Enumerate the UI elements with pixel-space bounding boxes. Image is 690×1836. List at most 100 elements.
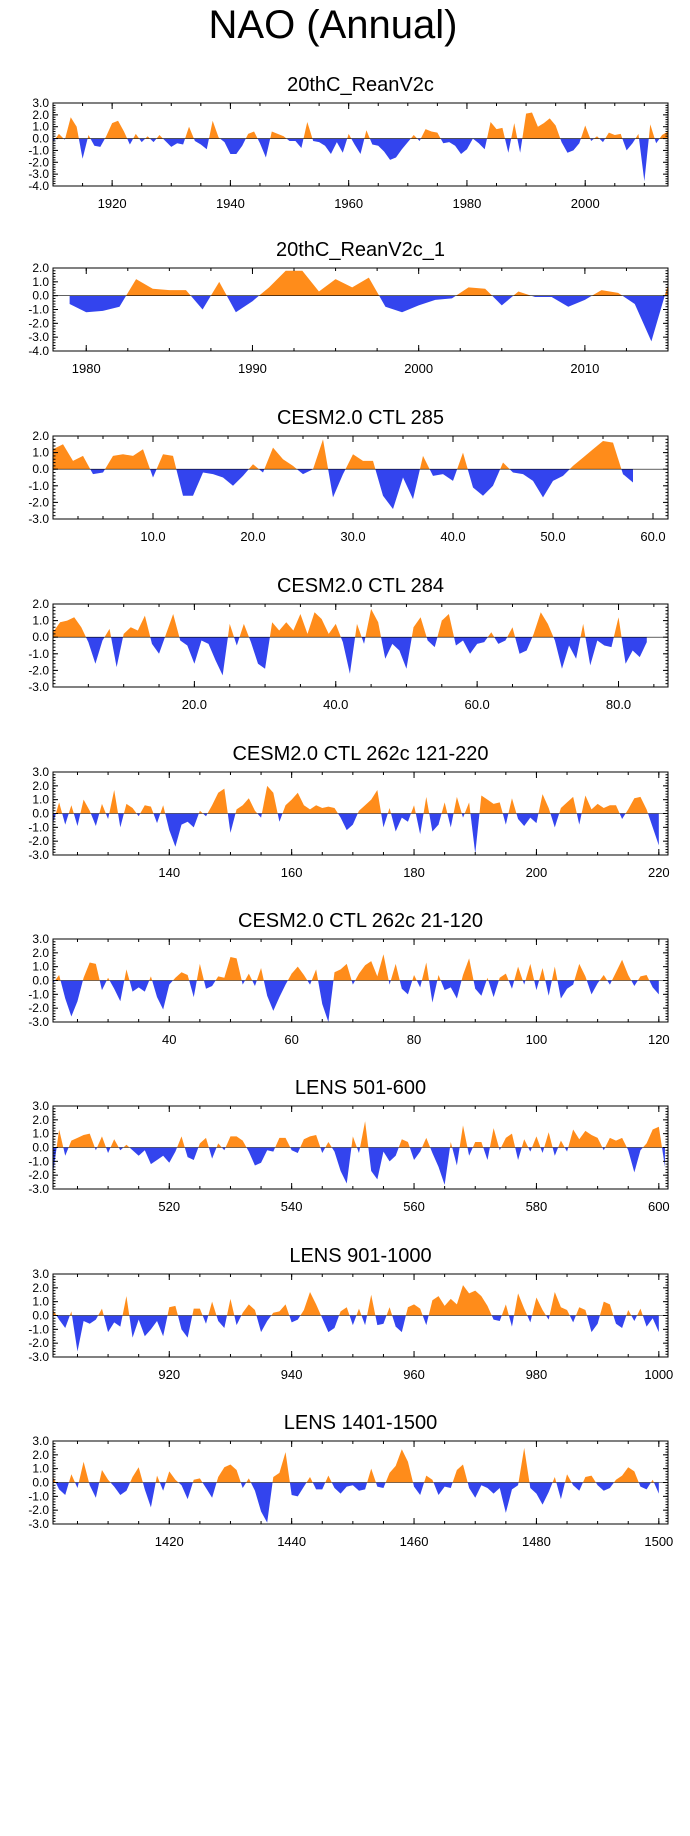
positive-anomaly-area xyxy=(356,1308,362,1316)
nao-series xyxy=(53,785,659,854)
panel-title: CESM2.0 CTL 262c 21-120 xyxy=(238,910,483,932)
negative-anomaly-area xyxy=(586,980,600,995)
positive-anomaly-area xyxy=(457,452,468,470)
negative-anomaly-area xyxy=(252,980,257,987)
negative-anomaly-area xyxy=(111,637,123,668)
negative-anomaly-area xyxy=(381,637,412,669)
negative-anomaly-area xyxy=(85,637,105,664)
positive-anomaly-area xyxy=(642,1126,662,1148)
positive-anomaly-area xyxy=(165,1471,179,1483)
positive-anomaly-area xyxy=(360,1121,369,1148)
positive-anomaly-area xyxy=(386,1307,393,1316)
x-tick-label: 20.0 xyxy=(240,529,265,544)
x-tick-label: 600 xyxy=(648,1199,670,1214)
positive-anomaly-area xyxy=(56,1129,64,1148)
positive-anomaly-area xyxy=(452,1464,468,1483)
negative-anomaly-area xyxy=(159,1482,166,1491)
y-tick-label: 0.0 xyxy=(32,462,49,476)
y-tick-label: -1.0 xyxy=(28,303,49,317)
y-tick-label: -4.0 xyxy=(28,344,49,358)
positive-anomaly-area xyxy=(347,133,352,139)
positive-anomaly-area xyxy=(122,615,151,638)
positive-anomaly-area xyxy=(104,120,128,139)
negative-anomaly-area xyxy=(139,138,146,143)
negative-anomaly-area xyxy=(290,1147,301,1154)
positive-anomaly-area xyxy=(449,1141,453,1148)
x-tick-label: 120 xyxy=(648,1032,670,1047)
panel-title: LENS 1401-1500 xyxy=(284,1412,437,1434)
positive-anomaly-area xyxy=(140,805,154,814)
positive-anomaly-area xyxy=(549,1291,570,1316)
panel-title: 20thC_ReanV2c_1 xyxy=(276,239,445,261)
nao-series xyxy=(53,1447,659,1523)
negative-anomaly-area xyxy=(467,469,501,496)
positive-anomaly-area xyxy=(637,1308,643,1316)
y-tick-label: -2.0 xyxy=(28,155,49,169)
x-tick-label: 160 xyxy=(281,865,303,880)
negative-anomaly-area xyxy=(189,980,197,998)
positive-anomaly-area xyxy=(424,1475,434,1483)
nao-series xyxy=(53,112,668,182)
negative-anomaly-area xyxy=(105,813,110,820)
negative-anomaly-area xyxy=(321,1315,340,1333)
negative-anomaly-area xyxy=(473,980,487,996)
negative-anomaly-area xyxy=(621,637,647,664)
negative-anomaly-area xyxy=(375,1315,387,1326)
positive-anomaly-area xyxy=(105,449,151,470)
positive-anomaly-area xyxy=(613,1467,639,1483)
positive-anomaly-area xyxy=(410,135,418,139)
negative-anomaly-area xyxy=(422,1315,429,1326)
positive-anomaly-area xyxy=(364,130,370,139)
positive-anomaly-area xyxy=(124,969,130,981)
positive-anomaly-area xyxy=(259,270,380,296)
negative-anomaly-area xyxy=(492,295,514,306)
negative-anomaly-area xyxy=(227,813,236,833)
positive-anomaly-area xyxy=(611,959,632,981)
negative-anomaly-area xyxy=(522,980,526,985)
negative-anomaly-area xyxy=(234,637,240,646)
positive-anomaly-area xyxy=(300,1135,321,1148)
positive-anomaly-area xyxy=(53,617,86,638)
positive-anomaly-area xyxy=(511,123,518,139)
negative-anomaly-area xyxy=(552,1147,559,1156)
negative-anomaly-area xyxy=(153,813,161,824)
positive-anomaly-area xyxy=(513,291,531,296)
negative-anomaly-area xyxy=(586,1315,600,1333)
y-tick-label: -1.0 xyxy=(28,1322,49,1336)
negative-anomaly-area xyxy=(184,1147,199,1160)
nao-panel-5: CESM2.0 CTL 262c 121-220 3.02.01.00.0-1.0… xyxy=(28,743,669,880)
positive-anomaly-area xyxy=(270,131,287,139)
negative-anomaly-area xyxy=(607,980,612,985)
negative-anomaly-area xyxy=(63,1147,69,1156)
x-tick-label: 1980 xyxy=(72,361,101,376)
positive-anomaly-area xyxy=(275,1137,291,1148)
negative-anomaly-area xyxy=(241,980,245,985)
negative-anomaly-area xyxy=(417,138,421,141)
positive-anomaly-area xyxy=(580,623,586,638)
negative-anomaly-area xyxy=(545,980,552,996)
positive-anomaly-area xyxy=(544,1132,553,1148)
negative-anomaly-area xyxy=(576,813,582,825)
x-tick-label: 80.0 xyxy=(606,697,631,712)
y-tick-label: 3.0 xyxy=(32,96,49,110)
positive-anomaly-area xyxy=(97,1136,107,1148)
negative-anomaly-area xyxy=(256,1315,272,1333)
negative-anomaly-area xyxy=(416,980,422,988)
y-tick-label: 1.0 xyxy=(32,275,49,289)
y-tick-label: 1.0 xyxy=(32,120,49,134)
y-tick-label: -1.0 xyxy=(28,1154,49,1168)
positive-anomaly-area xyxy=(412,974,417,981)
positive-anomaly-area xyxy=(456,287,493,296)
panel-title: LENS 901-1000 xyxy=(289,1245,431,1267)
y-tick-label: -1.0 xyxy=(28,820,49,834)
y-tick-label: 2.0 xyxy=(32,946,49,960)
positive-anomaly-area xyxy=(437,974,441,981)
negative-anomaly-area xyxy=(429,469,458,481)
positive-anomaly-area xyxy=(385,1449,414,1483)
negative-anomaly-area xyxy=(307,980,312,985)
negative-anomaly-area xyxy=(426,637,438,648)
positive-anomaly-area xyxy=(421,962,430,981)
positive-anomaly-area xyxy=(311,969,319,981)
positive-anomaly-area xyxy=(605,132,623,139)
